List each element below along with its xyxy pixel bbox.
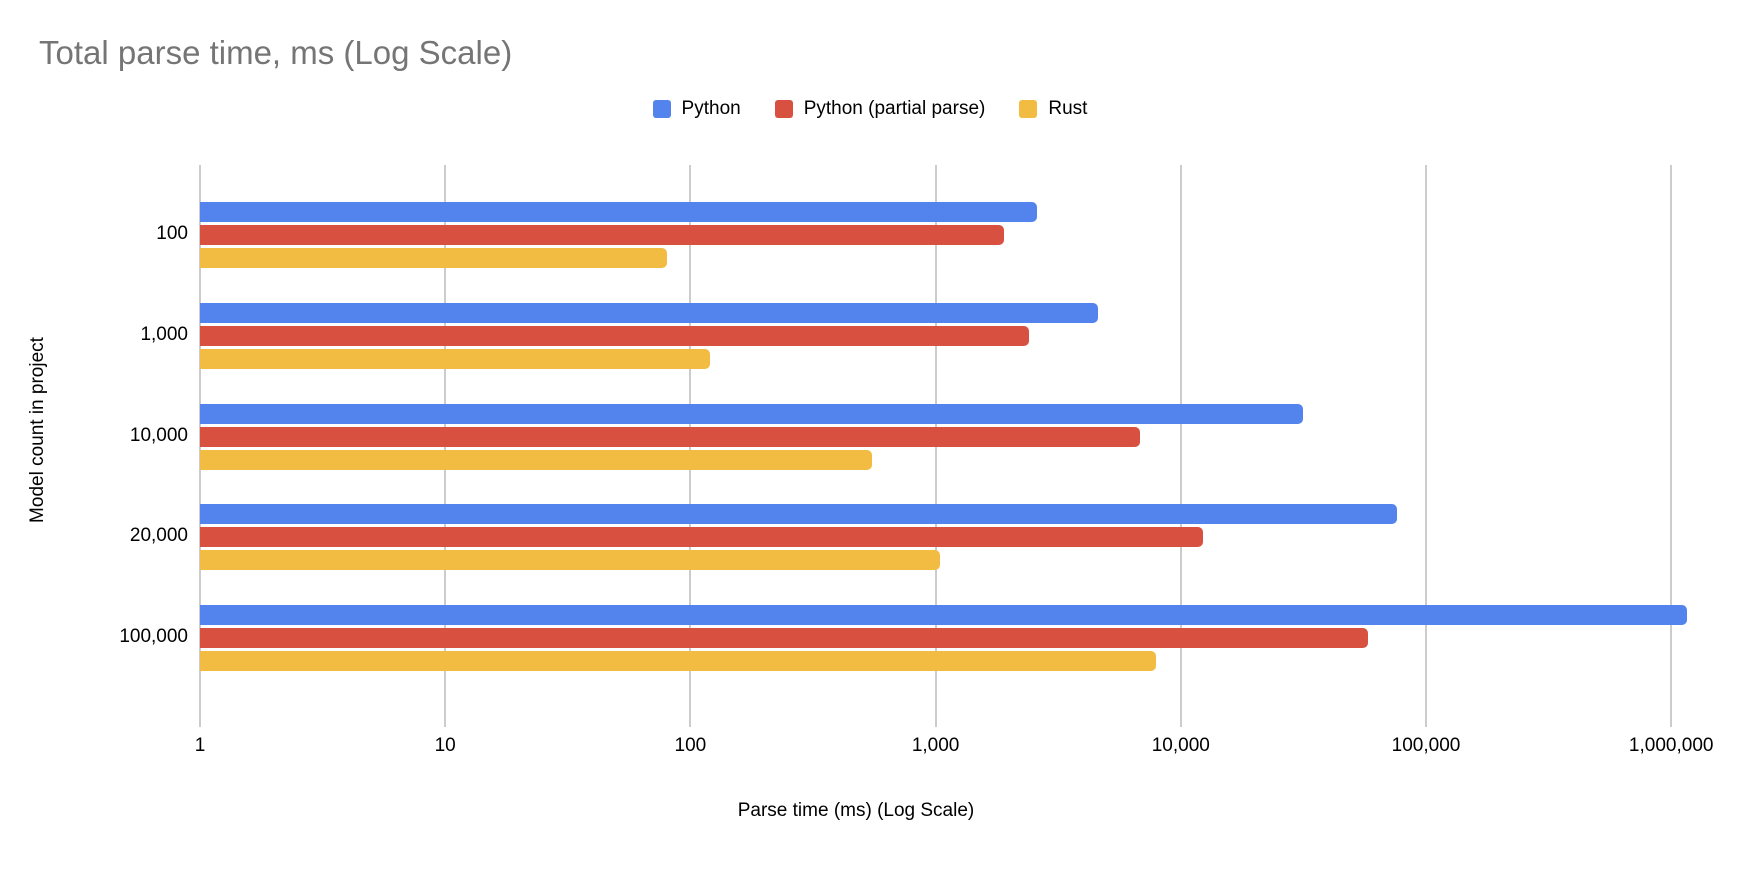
- x-tick-label: 10,000: [1151, 735, 1210, 756]
- gridline: [1670, 165, 1673, 727]
- chart-title: Total parse time, ms (Log Scale): [39, 34, 513, 71]
- bar-python-partial-parse-20000: [200, 527, 1203, 548]
- y-category-label: 100,000: [119, 626, 188, 647]
- bar-python-100: [200, 202, 1038, 222]
- bar-python-1000: [200, 302, 1099, 323]
- bar-rust-100000: [200, 651, 1156, 671]
- bar-rust-100: [200, 248, 667, 268]
- bar-python-partial-parse-1000: [200, 325, 1029, 346]
- x-tick-label: 1: [194, 735, 206, 756]
- bar-python-partial-parse-100: [200, 225, 1004, 245]
- x-axis-title: Parse time (ms) (Log Scale): [737, 800, 975, 821]
- x-tick-label: 100,000: [1391, 735, 1461, 756]
- legend-swatch-python-partial-icon: [774, 100, 793, 118]
- legend-item-rust: Rust: [1019, 98, 1087, 120]
- legend-label-rust: Rust: [1048, 98, 1088, 119]
- gridline: [1425, 165, 1427, 727]
- bar-rust-20000: [200, 550, 940, 571]
- gridline: [1179, 165, 1182, 727]
- y-category-label: 20,000: [129, 525, 188, 547]
- plot-area: 1 10 100 1,000 10,000 100,000 1,000,000 100 1,00…: [119, 165, 1713, 756]
- bar-python-100000: [200, 605, 1687, 625]
- x-tick-label: 100: [674, 735, 707, 756]
- y-category-label: 100: [156, 223, 188, 244]
- y-category-label: 10,000: [129, 424, 188, 446]
- legend-label-python: Python: [681, 98, 741, 119]
- bar-python-10000: [200, 403, 1303, 424]
- legend-label-python-partial: Python (partial parse): [803, 98, 986, 119]
- bar-python-20000: [200, 504, 1397, 525]
- legend-swatch-rust-icon: [1019, 100, 1038, 118]
- legend-item-python-partial: Python (partial parse): [774, 98, 986, 120]
- legend: Python Python (partial parse) Rust: [0, 98, 1740, 120]
- x-tick-label: 1,000,000: [1628, 735, 1714, 756]
- y-category-label: 1,000: [140, 323, 188, 345]
- bar-rust-1000: [200, 348, 710, 369]
- bar-python-partial-parse-100000: [200, 628, 1368, 648]
- bar-python-partial-parse-10000: [200, 426, 1140, 447]
- x-tick-label: 1,000: [911, 735, 960, 756]
- bar-rust-10000: [200, 449, 872, 470]
- legend-item-python: Python: [652, 98, 741, 120]
- legend-swatch-python-icon: [652, 100, 671, 118]
- x-tick-label: 10: [434, 735, 456, 756]
